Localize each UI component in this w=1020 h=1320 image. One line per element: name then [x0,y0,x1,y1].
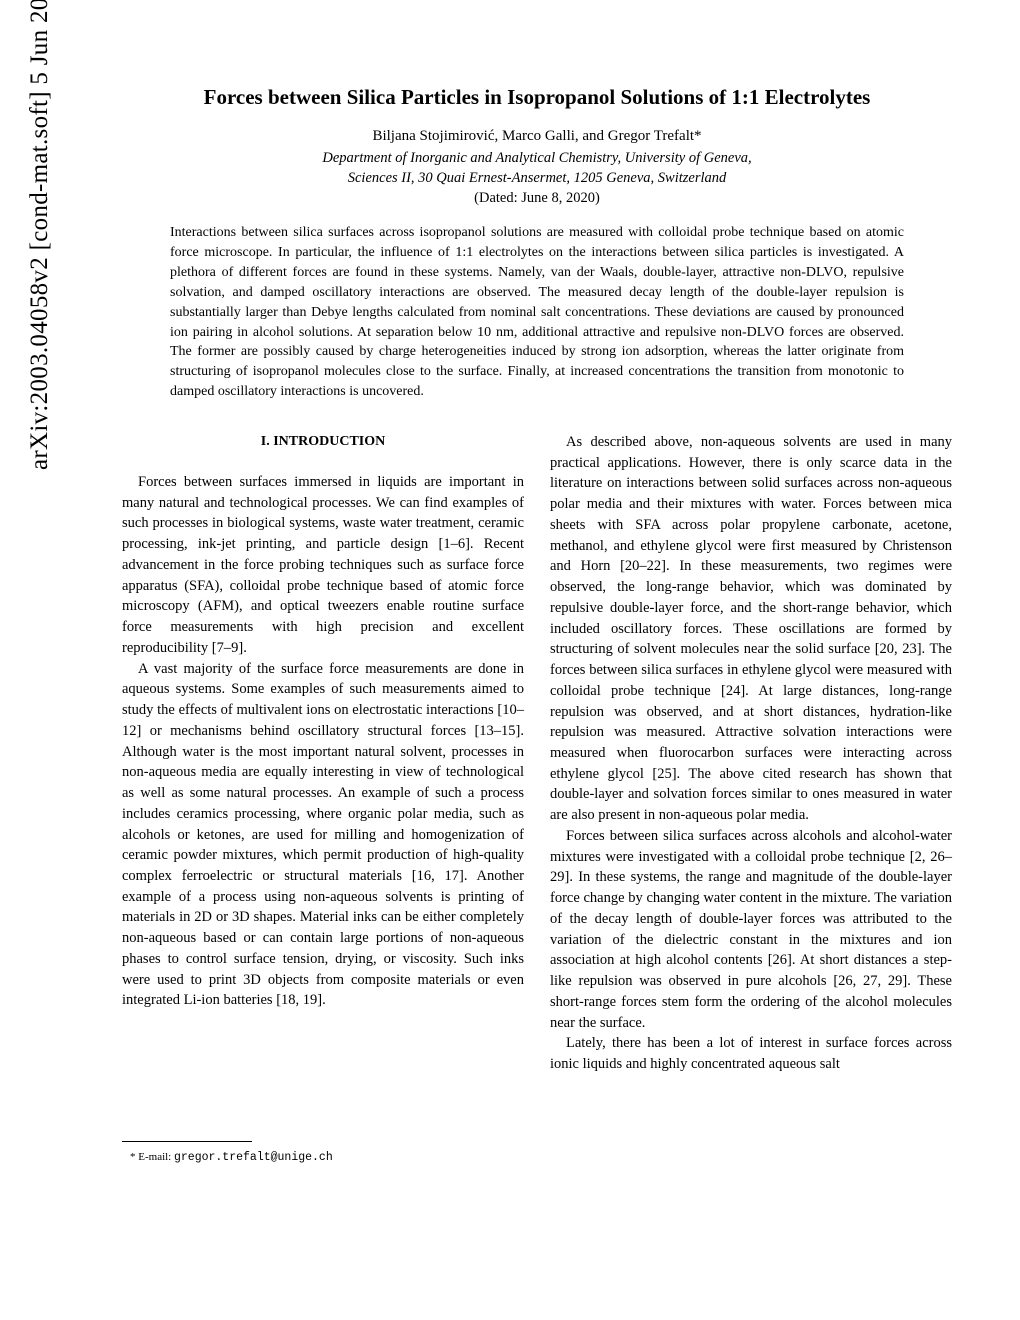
author-list: Biljana Stojimirović, Marco Galli, and G… [122,128,952,145]
body-paragraph: Forces between surfaces immersed in liqu… [122,472,524,659]
arxiv-identifier: arXiv:2003.04058v2 [cond-mat.soft] 5 Jun… [26,0,54,470]
body-paragraph: Lately, there has been a lot of interest… [550,1033,952,1074]
footnote-marker: * [130,1151,136,1163]
abstract-text: Interactions between silica surfaces acr… [170,223,904,402]
footnote-divider [122,1141,252,1142]
footnote-text: * E-mail: gregor.trefalt@unige.ch [122,1150,524,1166]
body-paragraph: A vast majority of the surface force mea… [122,659,524,1011]
section-heading-introduction: I. INTRODUCTION [122,432,524,452]
footnote-email: gregor.trefalt@unige.ch [174,1151,333,1164]
paper-content: Forces between Silica Particles in Isopr… [122,85,952,1167]
body-paragraph: As described above, non-aqueous solvents… [550,432,952,826]
paper-date: (Dated: June 8, 2020) [122,190,952,207]
two-column-body: I. INTRODUCTION Forces between surfaces … [122,432,952,1167]
right-column: As described above, non-aqueous solvents… [550,432,952,1167]
footnote-label: E-mail: [138,1151,174,1163]
affiliation-line-2: Sciences II, 30 Quai Ernest-Ansermet, 12… [122,169,952,189]
paper-title: Forces between Silica Particles in Isopr… [122,85,952,110]
body-paragraph: Forces between silica surfaces across al… [550,826,952,1033]
affiliation-line-1: Department of Inorganic and Analytical C… [122,149,952,169]
left-column: I. INTRODUCTION Forces between surfaces … [122,432,524,1167]
